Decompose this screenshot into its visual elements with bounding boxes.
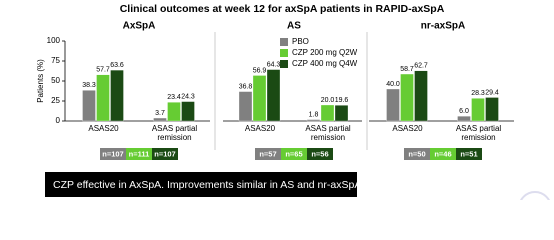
value-label: 40.0: [386, 81, 400, 88]
chart: Clinical outcomes at week 12 for axSpA p…: [36, 3, 550, 200]
x-tick-label: ASAS partial remission: [305, 124, 351, 142]
bar: [167, 102, 181, 122]
value-label: 36.8: [239, 83, 253, 90]
n-box: [126, 148, 152, 160]
value-label: 38.3: [82, 82, 96, 89]
bar: [457, 116, 471, 122]
chart-title: Clinical outcomes at week 12 for axSpA p…: [120, 3, 445, 15]
bar: [82, 90, 96, 122]
bar: [320, 104, 335, 122]
legend-label: CZP 200 mg Q2W: [292, 48, 358, 57]
n-box: [255, 148, 281, 160]
y-tick-label: 100: [47, 36, 61, 45]
bar: [238, 91, 253, 122]
x-tick-label-box: ASAS20: [244, 124, 276, 133]
banner-text: CZP effective in AxSpA. Improvements sim…: [53, 179, 361, 191]
x-tick-label: ASAS20: [392, 124, 423, 133]
value-label: 57.7: [96, 67, 110, 74]
x-tick-label: ASAS partial remission: [151, 124, 198, 142]
bar: [252, 75, 267, 122]
panel-title: nr-axSpA: [421, 21, 465, 32]
banner-box: [45, 172, 357, 197]
n-label: n=65: [285, 149, 302, 158]
x-tick-label: ASAS20: [88, 124, 119, 133]
value-label: 63.6: [110, 62, 124, 69]
value-label: 19.6: [335, 97, 349, 104]
bar: [266, 69, 281, 122]
n-box: [100, 148, 126, 160]
value-label: 62.7: [414, 63, 428, 70]
x-tick-label: ASAS partial remission: [455, 124, 502, 142]
y-tick-label: 25: [51, 96, 60, 105]
n-label: n=51: [460, 149, 477, 158]
legend-label: CZP 400 mg Q4W: [292, 59, 358, 68]
x-tick-label-box: ASAS20: [392, 124, 423, 133]
bar: [414, 70, 428, 122]
n-box: [456, 148, 482, 160]
panel-title: AS: [287, 21, 301, 32]
n-label: n=111: [129, 149, 150, 158]
value-label: 64.3: [267, 61, 281, 68]
panel-title: AxSpA: [123, 21, 156, 32]
legend-swatch: [280, 38, 288, 46]
value-label: 24.3: [181, 93, 195, 100]
x-tick-label-box: ASAS20: [88, 124, 119, 133]
n-label: n=50: [408, 149, 425, 158]
value-label: 20.0: [321, 97, 335, 104]
n-box: [281, 148, 307, 160]
value-label: 23.4: [167, 94, 181, 101]
y-tick-label: 75: [51, 56, 60, 65]
legend-label: PBO: [292, 37, 309, 46]
value-label: 1.8: [309, 111, 319, 118]
bar: [153, 117, 167, 122]
y-axis-label: Patients (%): [36, 59, 45, 103]
x-tick-label-box: ASAS partial remission: [151, 124, 198, 142]
value-label: 56.9: [253, 67, 267, 74]
bar: [96, 74, 110, 122]
value-label: 28.3: [471, 90, 485, 97]
n-label: n=107: [154, 149, 175, 158]
value-label: 29.4: [485, 89, 499, 96]
decor-circle: [520, 191, 550, 200]
bar: [400, 73, 414, 122]
bar: [110, 69, 124, 122]
legend-swatch: [280, 49, 288, 57]
legend-swatch: [280, 60, 288, 68]
n-label: n=57: [259, 149, 276, 158]
value-label: 3.7: [155, 110, 165, 117]
bar: [306, 119, 321, 122]
n-box: [404, 148, 430, 160]
n-box: [152, 148, 178, 160]
bar: [485, 97, 499, 122]
value-label: 58.7: [400, 66, 414, 73]
n-label: n=107: [102, 149, 123, 158]
bar: [181, 101, 195, 122]
value-label: 6.0: [459, 108, 469, 115]
x-tick-label-box: ASAS partial remission: [305, 124, 351, 142]
bar: [334, 105, 349, 122]
n-box: [307, 148, 333, 160]
y-tick-label: 0: [56, 116, 61, 125]
n-label: n=46: [434, 149, 451, 158]
y-tick-label: 50: [51, 76, 60, 85]
x-tick-label-box: ASAS partial remission: [455, 124, 502, 142]
n-box: [430, 148, 456, 160]
bar: [386, 88, 400, 122]
n-label: n=56: [311, 149, 328, 158]
x-tick-label: ASAS20: [244, 124, 276, 133]
bar: [471, 98, 485, 122]
